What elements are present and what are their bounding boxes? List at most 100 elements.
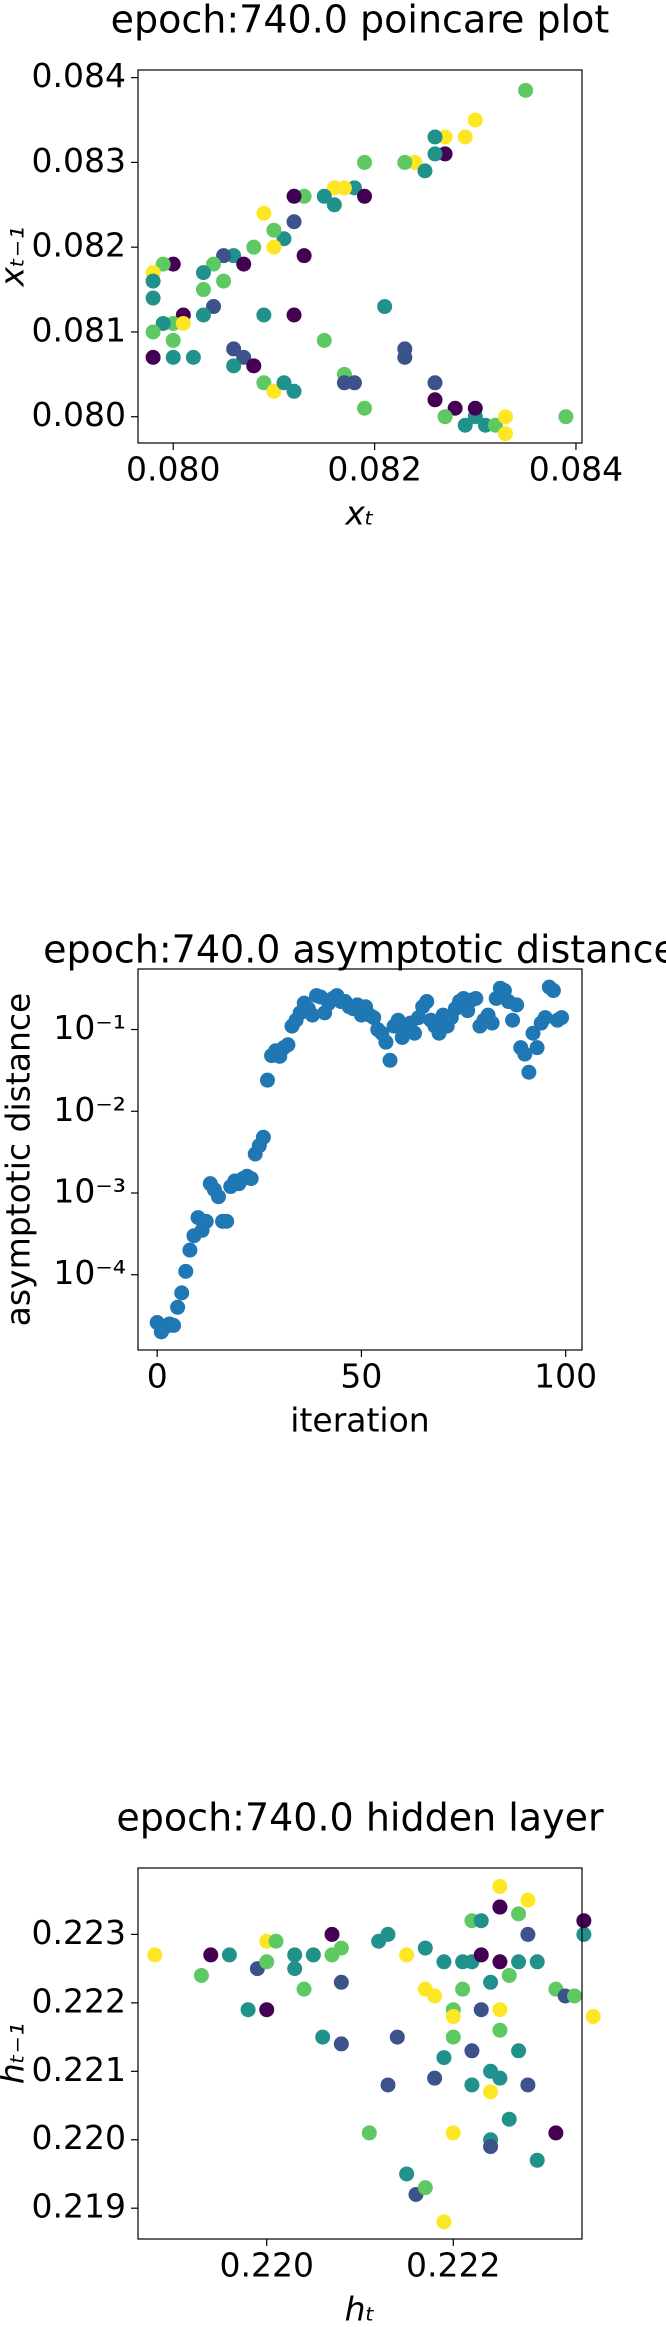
- point: [166, 1317, 182, 1333]
- point: [520, 1926, 536, 1942]
- point: [193, 1967, 209, 1983]
- point: [417, 2180, 433, 2196]
- point: [473, 2002, 489, 2018]
- point: [276, 231, 292, 247]
- point: [296, 1981, 312, 1997]
- point: [382, 1052, 398, 1068]
- x-axis-label: hₜ: [345, 2290, 376, 2324]
- point: [256, 307, 272, 323]
- point: [483, 2084, 499, 2100]
- point: [445, 2009, 461, 2025]
- point: [221, 1947, 237, 1963]
- y-tick-label: 10⁻⁴: [53, 1253, 126, 1292]
- point: [170, 1299, 186, 1315]
- point: [427, 129, 443, 145]
- x-tick-label: 0: [147, 1357, 168, 1396]
- point: [521, 1064, 537, 1080]
- point: [467, 112, 483, 128]
- point: [467, 400, 483, 416]
- point: [457, 417, 473, 433]
- point: [529, 1954, 545, 1970]
- y-axis-label: asymptotic distance: [0, 993, 38, 1327]
- point: [389, 2029, 405, 2045]
- point: [483, 1974, 499, 1990]
- point: [216, 273, 232, 289]
- point: [505, 1012, 521, 1028]
- point: [417, 163, 433, 179]
- point: [219, 1213, 235, 1229]
- point: [246, 358, 262, 374]
- point: [316, 188, 332, 204]
- point: [286, 307, 302, 323]
- point: [236, 256, 252, 272]
- point: [357, 154, 373, 170]
- point: [455, 1981, 471, 1997]
- point: [492, 2022, 508, 2038]
- point: [333, 2036, 349, 2052]
- point: [326, 197, 342, 213]
- point: [259, 2002, 275, 2018]
- point: [399, 2166, 415, 2182]
- y-tick-label: 0.221: [32, 2050, 126, 2089]
- point: [457, 129, 473, 145]
- point: [165, 332, 181, 348]
- point: [198, 1213, 214, 1229]
- point: [501, 2111, 517, 2127]
- point: [259, 1954, 275, 1970]
- point: [445, 2029, 461, 2045]
- y-tick-label: 0.084: [32, 56, 126, 95]
- point: [378, 1034, 394, 1050]
- point: [246, 239, 262, 255]
- point: [537, 1010, 553, 1026]
- y-tick-label: 10⁻¹: [53, 1008, 126, 1047]
- point: [511, 1954, 527, 1970]
- chart-title: epoch:740.0 poincare plot: [111, 0, 610, 42]
- point: [266, 383, 282, 399]
- point: [210, 1189, 226, 1205]
- point: [399, 1947, 415, 1963]
- point: [497, 409, 513, 425]
- point: [206, 299, 222, 315]
- point: [585, 2009, 601, 2025]
- point: [567, 1988, 583, 2004]
- point: [276, 375, 292, 391]
- point: [492, 1954, 508, 1970]
- chart-title: epoch:740.0 hidden layer: [116, 1796, 604, 1840]
- point: [473, 1913, 489, 1929]
- point: [520, 1892, 536, 1908]
- point: [155, 256, 171, 272]
- x-tick-label: 100: [534, 1357, 597, 1396]
- point: [326, 180, 342, 196]
- point: [203, 1947, 219, 1963]
- point: [268, 1933, 284, 1949]
- point: [576, 1913, 592, 1929]
- point: [380, 2077, 396, 2093]
- point: [511, 2043, 527, 2059]
- point: [366, 1010, 382, 1026]
- point: [436, 2214, 452, 2230]
- point: [558, 409, 574, 425]
- point: [195, 282, 211, 298]
- point: [346, 375, 362, 391]
- point: [484, 1015, 500, 1031]
- point: [437, 409, 453, 425]
- point: [436, 2050, 452, 2066]
- point: [417, 1940, 433, 1956]
- point: [407, 1025, 423, 1041]
- axes-frame: [137, 69, 583, 444]
- point: [554, 1010, 570, 1026]
- y-tick-label: 10⁻²: [53, 1090, 126, 1129]
- y-tick-label: 0.222: [32, 1981, 126, 2020]
- point: [259, 1072, 275, 1088]
- point: [445, 2125, 461, 2141]
- point: [464, 2043, 480, 2059]
- point: [377, 299, 393, 315]
- point: [419, 994, 435, 1010]
- point: [185, 349, 201, 365]
- point: [529, 1040, 545, 1056]
- point: [427, 146, 443, 162]
- point: [145, 349, 161, 365]
- point: [333, 1940, 349, 1956]
- point: [286, 188, 302, 204]
- point: [397, 341, 413, 357]
